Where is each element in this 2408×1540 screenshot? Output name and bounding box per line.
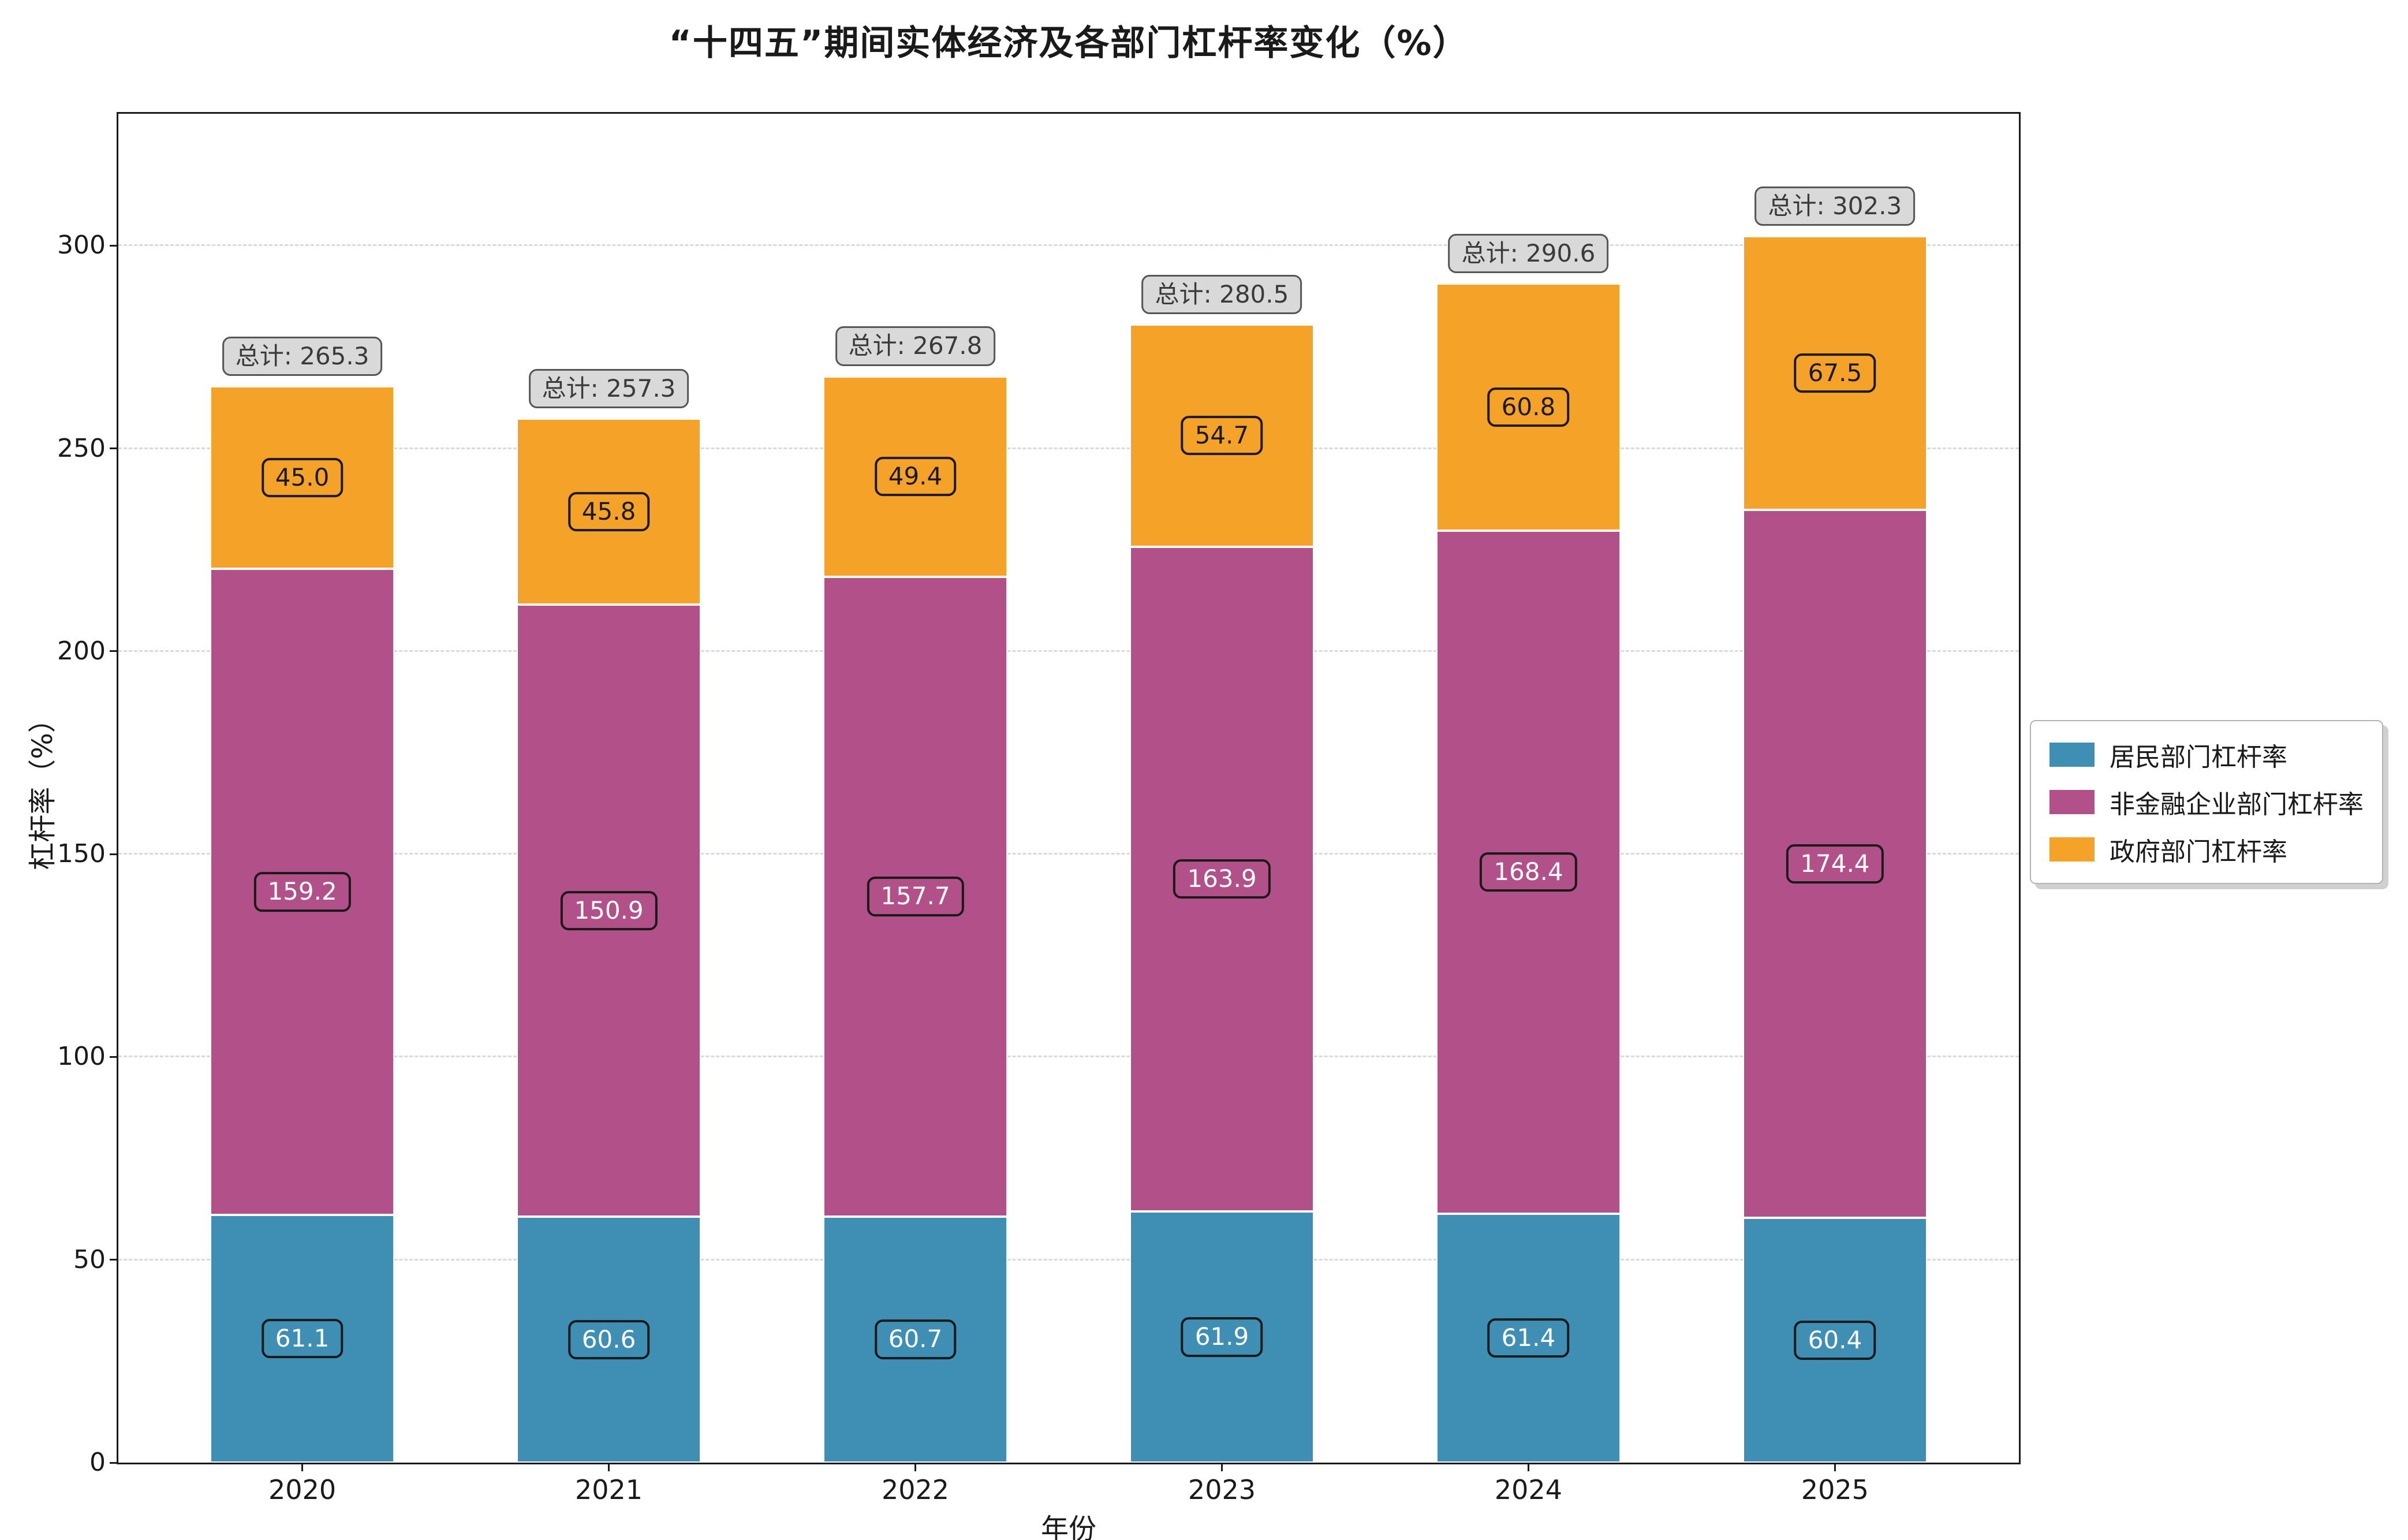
gridline: [118, 244, 2019, 247]
bar-segment: [823, 1216, 1007, 1463]
legend: 居民部门杠杆率非金融企业部门杠杆率 政府部门杠杆率: [2030, 720, 2383, 884]
x-tick-mark: [301, 1464, 304, 1471]
x-tick-label: 2022: [881, 1474, 950, 1505]
bar-segment: [1130, 325, 1314, 547]
y-tick-label: 0: [89, 1448, 106, 1477]
bar-segment: [1743, 1217, 1927, 1463]
y-tick-mark: [110, 1461, 117, 1464]
bar: 61.9 163.9 54.7 总计: 280.5: [1130, 114, 1314, 1463]
x-tick-mark: [914, 1464, 917, 1471]
total-value-label: 总计: 267.8: [835, 326, 996, 366]
legend-swatch: [2049, 743, 2095, 767]
segment-value-label: 60.4: [1794, 1320, 1876, 1360]
bar-segment: [1130, 1211, 1314, 1463]
legend-item-label: 非金融企业部门杠杆率: [2110, 790, 2364, 819]
legend-item: 非金融企业部门杠杆率: [2049, 784, 2364, 821]
y-tick-mark: [110, 650, 117, 652]
bar-segment: [210, 569, 394, 1215]
bar-segment: [1743, 236, 1927, 510]
gridline: [118, 1056, 2019, 1058]
total-value-label: 总计: 290.6: [1448, 234, 1609, 274]
segment-value-label: 168.4: [1480, 852, 1577, 892]
y-tick-mark: [110, 244, 117, 247]
y-tick-label: 100: [57, 1042, 106, 1072]
segment-value-label: 159.2: [253, 872, 351, 912]
legend-item-label: 居民部门杠杆率: [2110, 743, 2287, 772]
bar-segment: [517, 1217, 701, 1463]
x-tick-mark: [1834, 1464, 1836, 1471]
y-tick-label: 150: [57, 839, 106, 869]
y-tick-mark: [110, 1056, 117, 1058]
bar-segment: [517, 419, 701, 605]
y-tick-label: 50: [73, 1244, 106, 1274]
x-axis-label: 年份: [1040, 1513, 1096, 1540]
x-tick-mark: [1527, 1464, 1529, 1471]
x-tick-mark: [608, 1464, 610, 1471]
segment-value-label: 61.9: [1181, 1317, 1263, 1357]
y-tick-mark: [110, 853, 117, 855]
bar-segment: [1436, 1213, 1621, 1463]
x-tick-label: 2020: [268, 1474, 337, 1505]
total-value-label: 总计: 265.3: [222, 336, 383, 376]
bar-segment: [1130, 546, 1314, 1212]
segment-value-label: 49.4: [874, 456, 957, 497]
segment-value-label: 174.4: [1786, 844, 1884, 884]
bar-segment: [210, 386, 394, 569]
segment-value-label: 54.7: [1181, 416, 1263, 456]
x-tick-mark: [1220, 1464, 1223, 1471]
legend-item: 政府部门杠杆率: [2049, 831, 2364, 868]
total-value-label: 总计: 302.3: [1754, 186, 1916, 226]
x-tick-label: 2023: [1188, 1474, 1256, 1505]
y-tick-label: 200: [57, 636, 106, 666]
x-tick-label: 2025: [1801, 1474, 1869, 1505]
chart-title: “十四五”期间实体经济及各部门杠杆率变化（%）: [669, 23, 1469, 64]
segment-value-label: 60.7: [874, 1319, 957, 1359]
bar: 61.4 168.4 60.8 总计: 290.6: [1436, 114, 1621, 1463]
segment-value-label: 150.9: [560, 891, 658, 931]
segment-value-label: 163.9: [1173, 859, 1271, 899]
x-tick-label: 2024: [1494, 1474, 1562, 1505]
y-tick-label: 250: [57, 433, 106, 463]
gridline: [118, 853, 2019, 855]
bar-segment: [210, 1214, 394, 1463]
bar-segment: [823, 376, 1007, 577]
y-tick-mark: [110, 1259, 117, 1261]
segment-value-label: 61.4: [1487, 1318, 1570, 1358]
legend-swatch: [2049, 790, 2095, 814]
legend-swatch: [2049, 837, 2095, 862]
bar: 61.1 159.2 45.0 总计: 265.3: [210, 114, 394, 1463]
y-axis-label: 杠杆率（%）: [27, 705, 59, 870]
bar-segment: [517, 605, 701, 1217]
gridline: [118, 650, 2019, 652]
y-tick-label: 300: [57, 230, 106, 260]
gridline: [118, 1258, 2019, 1261]
segment-value-label: 60.8: [1487, 387, 1570, 427]
bar-segment: [1436, 530, 1621, 1214]
legend-item: 居民部门杠杆率: [2049, 736, 2364, 773]
segment-value-label: 67.5: [1794, 353, 1876, 393]
bar: 60.7 157.7 49.4 总计: 267.8: [823, 114, 1007, 1463]
bar: 60.6 150.9 45.8 总计: 257.3: [517, 114, 701, 1463]
segment-value-label: 61.1: [261, 1319, 344, 1359]
plot-area: 61.1 159.2 45.0 总计: 265.3 60.6 150.9 45.8 总计: 2…: [117, 112, 2021, 1464]
bar-segment: [1436, 284, 1621, 531]
segment-value-label: 60.6: [568, 1319, 650, 1360]
y-tick-mark: [110, 448, 117, 450]
x-tick-label: 2021: [575, 1474, 643, 1505]
legend-item-label: 政府部门杠杆率: [2110, 837, 2287, 867]
segment-value-label: 45.8: [568, 492, 650, 532]
total-value-label: 总计: 257.3: [528, 369, 689, 409]
bar-segment: [823, 576, 1007, 1217]
gridline: [118, 447, 2019, 449]
segment-value-label: 157.7: [867, 877, 964, 916]
total-value-label: 总计: 280.5: [1141, 275, 1302, 315]
segment-value-label: 45.0: [261, 458, 344, 498]
bar: 60.4 174.4 67.5 总计: 302.3: [1743, 114, 1927, 1463]
bar-segment: [1743, 510, 1927, 1218]
